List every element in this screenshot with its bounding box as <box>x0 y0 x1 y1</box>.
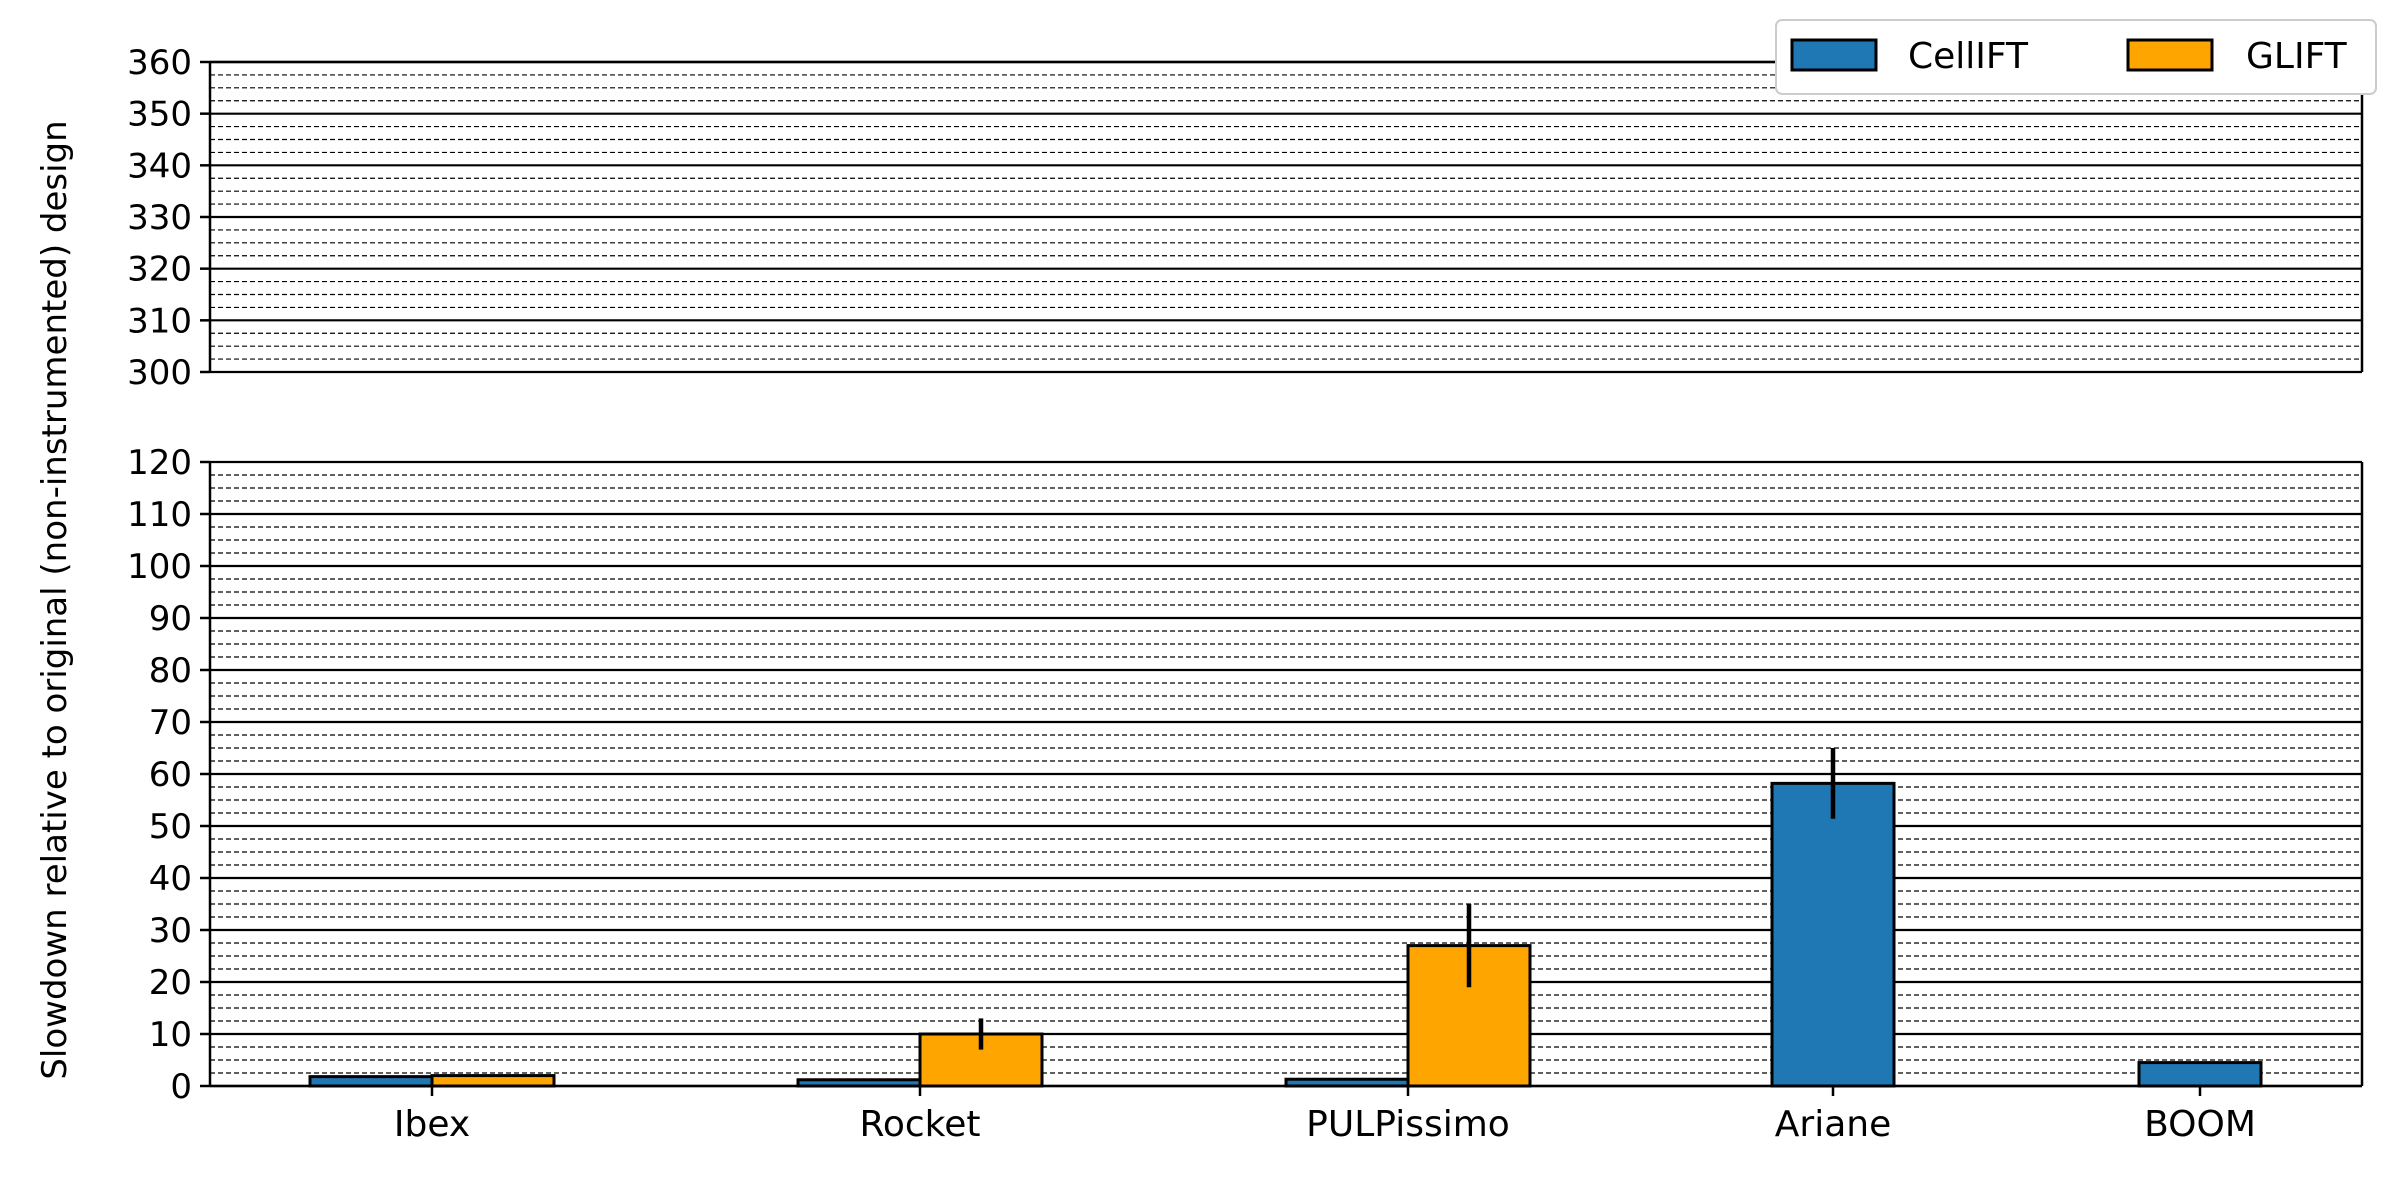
upper-y-tick-label: 310 <box>127 301 192 341</box>
lower-y-tick-label: 30 <box>149 911 192 951</box>
y-axis-label: Slowdown relative to original (non-instr… <box>35 120 75 1079</box>
lower-y-tick-label: 60 <box>149 755 192 795</box>
lower-y-tick-label: 10 <box>149 1015 192 1055</box>
upper-y-tick-label: 360 <box>127 43 192 83</box>
upper-y-tick-label: 350 <box>127 95 192 135</box>
x-tick-label-ibex: Ibex <box>394 1104 470 1145</box>
labels-layer: 300 310 320 330 340 350 360 0 10 20 30 40 50 60 70 80 90… <box>127 43 2256 1145</box>
grid-layer <box>210 60 2362 1088</box>
legend-swatch-cellift <box>1790 38 1878 72</box>
upper-y-tick-label: 320 <box>127 250 192 290</box>
upper-y-tick-label: 340 <box>127 146 192 186</box>
lower-y-tick-label: 20 <box>149 963 192 1003</box>
bar-cellift-boom <box>2137 1061 2263 1088</box>
lower-y-tick-label: 110 <box>127 495 192 535</box>
legend-swatch-glift <box>2126 38 2214 72</box>
lower-y-tick-label: 100 <box>127 547 192 587</box>
x-tick-label-ariane: Ariane <box>1775 1104 1891 1145</box>
x-tick-label-pulpissimo: PULPissimo <box>1306 1104 1510 1145</box>
legend-frame <box>1775 19 2377 95</box>
legend-label-glift: GLIFT <box>2246 36 2348 77</box>
lower-y-tick-label: 40 <box>149 859 192 899</box>
lower-y-tick-label: 120 <box>127 443 192 483</box>
lower-y-tick-label: 80 <box>149 651 192 691</box>
x-tick-label-boom: BOOM <box>2144 1104 2256 1145</box>
bar-glift-ibex <box>430 1074 556 1088</box>
upper-y-tick-label: 300 <box>127 353 192 393</box>
legend: CellIFT GLIFT <box>1775 19 2377 95</box>
lower-y-tick-label: 50 <box>149 807 192 847</box>
lower-y-tick-label: 70 <box>149 703 192 743</box>
legend-label-cellift: CellIFT <box>1908 36 2029 77</box>
bars-layer <box>308 748 2263 1088</box>
lower-y-tick-label: 90 <box>149 599 192 639</box>
bar-cellift-ibex <box>308 1075 434 1088</box>
bar-cellift-ariane <box>1770 781 1896 1088</box>
lower-y-tick-label: 0 <box>170 1067 192 1107</box>
upper-y-tick-label: 330 <box>127 198 192 238</box>
x-tick-label-rocket: Rocket <box>859 1104 980 1145</box>
